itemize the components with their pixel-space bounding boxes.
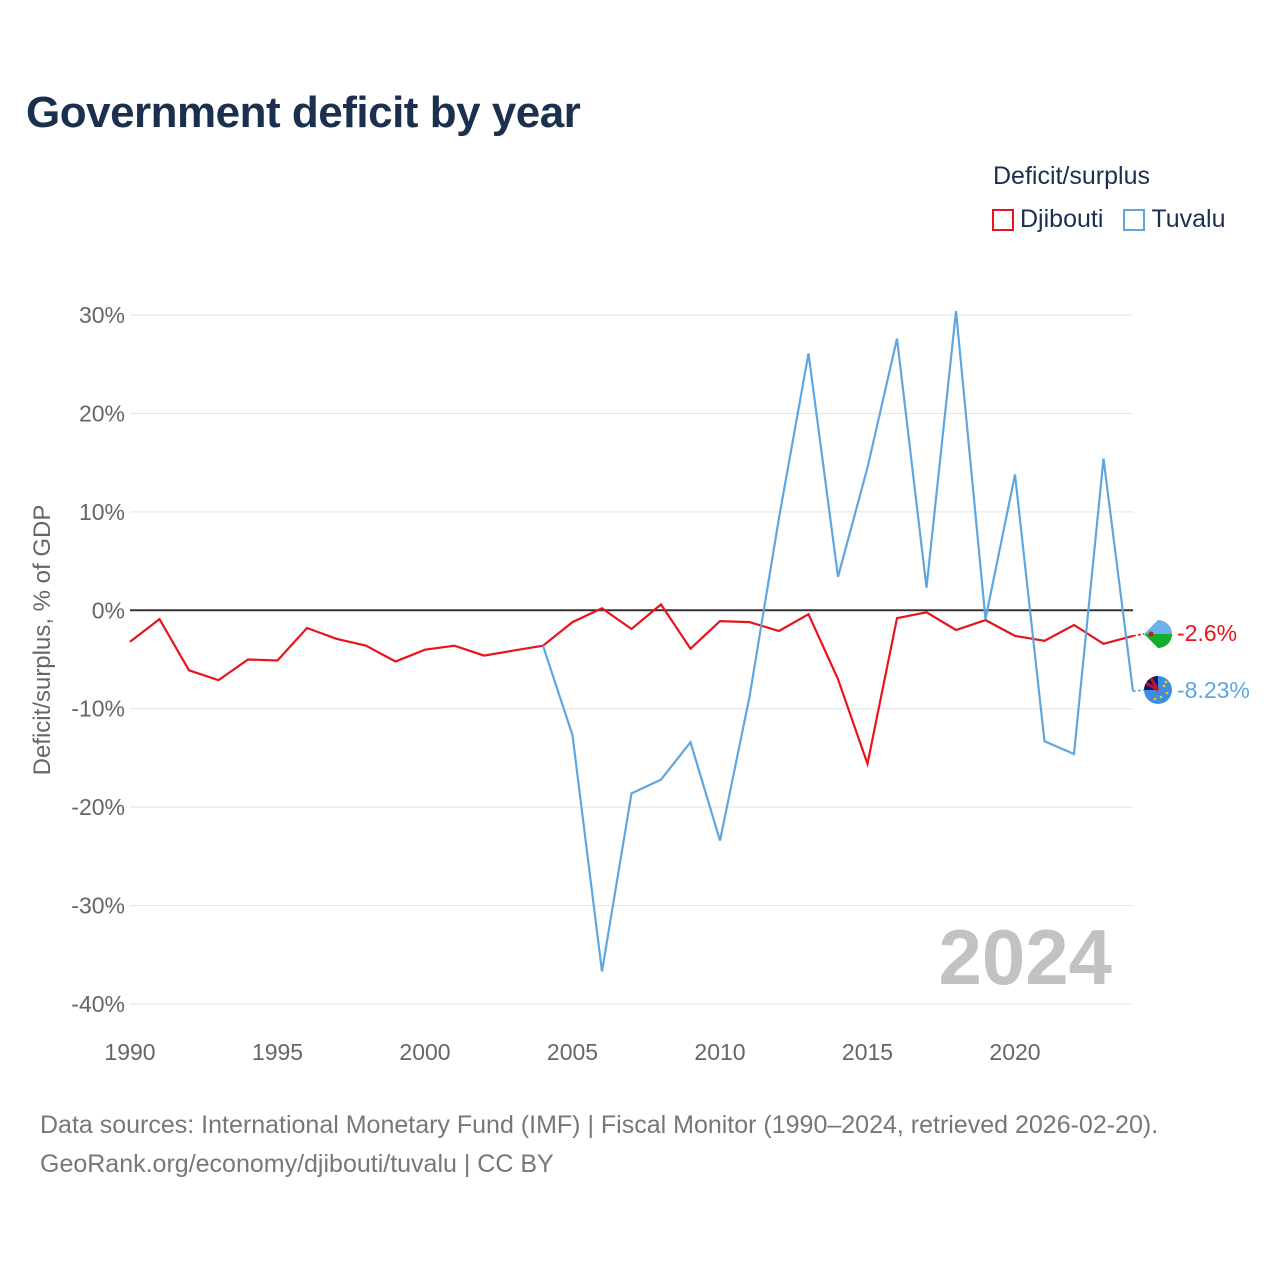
legend: Djibouti Tuvalu [992, 205, 1225, 234]
x-tick-label: 2005 [547, 1039, 598, 1065]
footer: Data sources: International Monetary Fun… [40, 1106, 1158, 1184]
end-markers: -2.6% -8.23% [1132, 620, 1250, 704]
x-tick-label: 2010 [694, 1039, 745, 1065]
y-tick-label: 30% [79, 302, 125, 328]
end-value-label-djibouti: -2.6% [1177, 620, 1237, 646]
tuvalu-flag-cross [1145, 677, 1160, 692]
legend-label-djibouti: Djibouti [1020, 205, 1104, 233]
series-line-djibouti [129, 602, 1134, 768]
tuvalu-flag-star [1165, 691, 1169, 695]
y-tick-label: 10% [79, 499, 125, 525]
tuvalu-flag-star [1159, 695, 1163, 699]
footer-sources: Data sources: International Monetary Fun… [40, 1111, 1159, 1139]
y-axis-ticks: 30% 20% 10% 0% -10% -20% -30% -40% [71, 302, 125, 1017]
x-tick-label: 2000 [399, 1039, 450, 1065]
y-tick-label: -10% [71, 696, 125, 722]
tuvalu-flag-star [1164, 680, 1168, 684]
chart-title: Government deficit by year [26, 88, 581, 137]
legend-item-tuvalu[interactable]: Tuvalu [1123, 205, 1225, 234]
y-tick-label: -40% [71, 991, 125, 1017]
djibouti-flag-triangle [1144, 620, 1158, 648]
x-tick-label: 2015 [842, 1039, 893, 1065]
year-watermark: 2024 [938, 913, 1112, 1001]
x-tick-label: 1995 [252, 1039, 303, 1065]
x-axis-ticks: 1990 1995 2000 2005 2010 2015 2020 [104, 1039, 1040, 1065]
y-axis-label: Deficit/surplus, % of GDP [29, 505, 56, 776]
end-value-label-tuvalu: -8.23% [1177, 677, 1250, 703]
y-tick-label: -20% [71, 794, 125, 820]
footer-attribution[interactable]: GeoRank.org/economy/djibouti/tuvalu | CC… [40, 1150, 554, 1178]
legend-swatch-tuvalu [1123, 208, 1146, 231]
x-tick-label: 2020 [989, 1039, 1040, 1065]
legend-swatch-djibouti [992, 208, 1014, 231]
y-tick-label: 20% [79, 400, 125, 426]
end-connector-djibouti [1132, 633, 1145, 637]
series-lines [129, 310, 1135, 972]
djibouti-flag-star [1148, 631, 1154, 637]
end-connector-tuvalu [1132, 689, 1145, 693]
legend-item-djibouti[interactable]: Djibouti [992, 205, 1103, 234]
series-line-tuvalu [541, 310, 1135, 972]
y-tick-label: -30% [71, 893, 125, 919]
tuvalu-flag-star [1153, 697, 1157, 701]
x-tick-label: 1990 [104, 1039, 155, 1065]
legend-title: Deficit/surplus [993, 162, 1150, 190]
legend-label-tuvalu: Tuvalu [1151, 205, 1226, 233]
y-tick-label: 0% [92, 597, 125, 623]
tuvalu-flag-star [1162, 684, 1166, 688]
gridlines [130, 314, 1133, 1005]
